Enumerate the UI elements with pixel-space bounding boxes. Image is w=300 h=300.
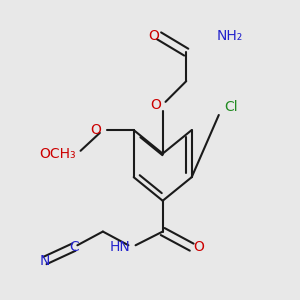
Text: N: N xyxy=(40,254,50,268)
Text: C: C xyxy=(69,240,79,254)
Text: HN: HN xyxy=(109,240,130,254)
Text: Cl: Cl xyxy=(224,100,238,113)
Text: OCH₃: OCH₃ xyxy=(39,147,76,160)
Text: O: O xyxy=(150,98,161,112)
Text: O: O xyxy=(90,123,101,137)
Text: O: O xyxy=(194,240,204,254)
Text: O: O xyxy=(148,29,159,43)
Text: NH₂: NH₂ xyxy=(217,29,243,43)
